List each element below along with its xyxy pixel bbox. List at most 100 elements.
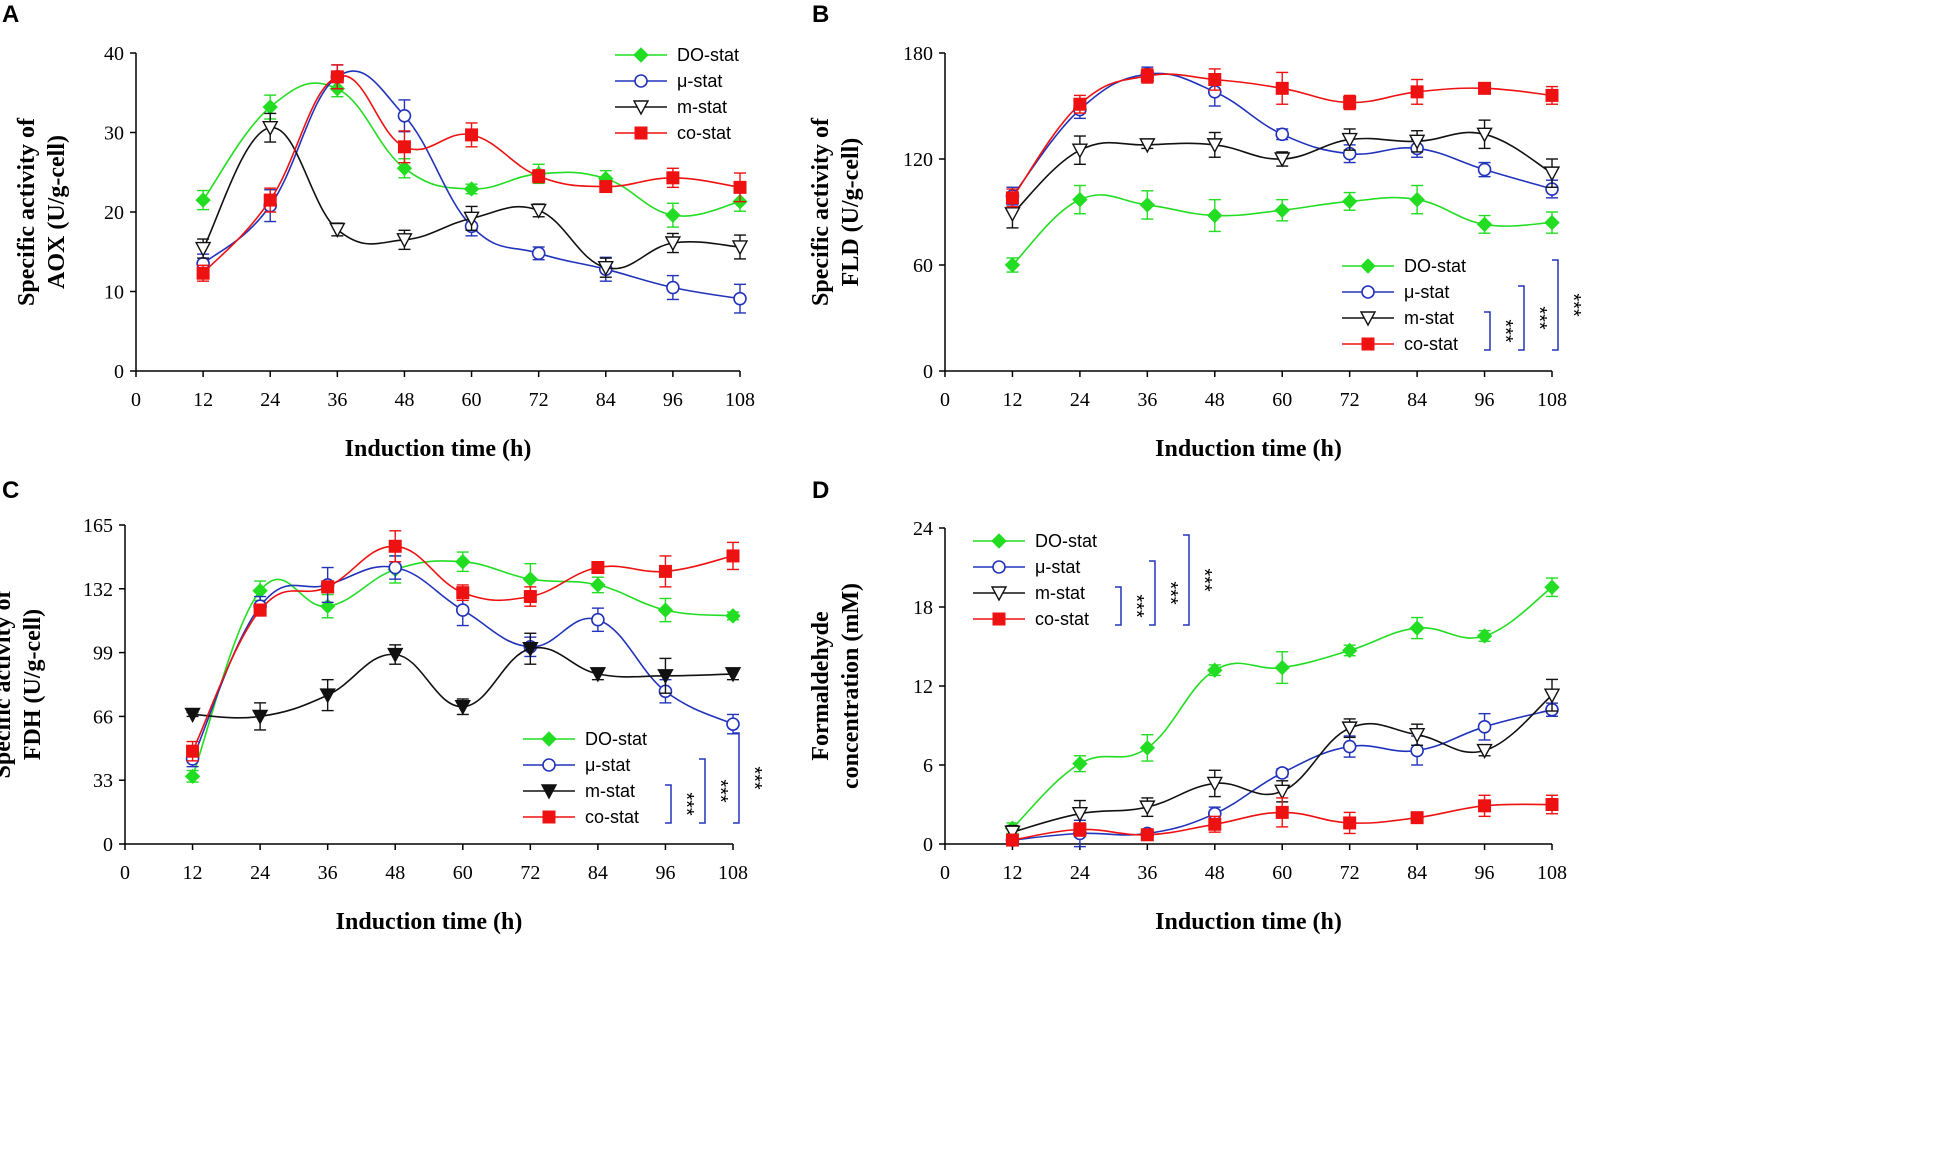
data-point — [1476, 628, 1493, 644]
x-tick-label: 12 — [1002, 862, 1022, 884]
data-point — [1071, 143, 1089, 159]
data-point — [321, 580, 335, 594]
significance-mark: *** — [1193, 568, 1215, 592]
data-point — [1343, 816, 1357, 830]
data-point — [253, 603, 267, 617]
data-point — [1139, 800, 1156, 816]
y-tick-label: 165 — [83, 515, 113, 537]
series-line — [202, 74, 741, 274]
data-point — [1005, 833, 1019, 847]
series-co-stat — [196, 64, 747, 282]
data-point — [263, 193, 277, 207]
x-tick-label: 0 — [120, 862, 130, 884]
data-point — [664, 236, 682, 252]
data-point — [1477, 162, 1492, 177]
legend-marker — [992, 612, 1006, 626]
panel-label: B — [812, 1, 829, 28]
x-tick-label: 60 — [453, 862, 473, 884]
data-point — [1206, 138, 1223, 154]
data-point — [1072, 755, 1088, 772]
data-point — [1274, 202, 1290, 218]
panel-D: D 0 6 12 18 24 0 12 24 36 48 60 72 84 96 108 Induction t… — [808, 477, 1567, 935]
y-tick-label: 6 — [923, 755, 933, 777]
y-axis-label-line-1: Specific activity of — [0, 590, 16, 779]
data-point — [1341, 132, 1358, 149]
y-tick-label: 33 — [93, 770, 113, 792]
legend-marker — [991, 533, 1007, 549]
legend-label: co-stat — [1035, 609, 1089, 629]
data-point — [591, 561, 605, 575]
data-point — [1545, 88, 1559, 102]
legend-label: μ-stat — [1404, 282, 1449, 302]
data-point — [1274, 659, 1290, 676]
data-point — [251, 709, 269, 725]
x-axis-label: Induction time (h) — [345, 436, 532, 462]
legend: DO-stat μ-stat m-stat co-stat — [1342, 256, 1466, 354]
data-point — [591, 612, 605, 627]
data-point — [463, 211, 480, 227]
x-tick-label: 36 — [1137, 389, 1157, 411]
data-point — [1343, 95, 1357, 109]
series-DO-stat — [195, 80, 748, 228]
data-point — [1140, 69, 1154, 83]
y-tick-label: 40 — [104, 43, 124, 65]
y-tick-label: 0 — [923, 834, 933, 856]
data-point — [1004, 207, 1021, 223]
data-point — [657, 669, 674, 685]
data-point — [1274, 784, 1291, 800]
data-point — [196, 266, 210, 280]
legend-marker — [1361, 285, 1375, 299]
data-point — [1545, 798, 1559, 811]
x-tick-label: 0 — [940, 862, 950, 884]
y-axis-label-line-2: AOX (U/g-cell) — [44, 135, 70, 289]
y-axis-label-line-1: Specific activity of — [14, 117, 40, 306]
data-point — [396, 160, 413, 176]
data-point — [388, 539, 402, 553]
x-tick-label: 12 — [193, 389, 213, 411]
y-tick-label: 24 — [913, 518, 933, 540]
series-line — [202, 126, 741, 270]
legend-marker — [634, 74, 648, 88]
x-tick-label: 36 — [1137, 862, 1157, 884]
data-point — [387, 647, 404, 664]
data-point — [726, 717, 740, 731]
x-tick-label: 60 — [1272, 389, 1292, 411]
data-point — [1543, 688, 1561, 704]
legend-label: co-stat — [585, 807, 639, 827]
series-DO-stat — [1004, 184, 1560, 273]
data-point — [186, 744, 200, 758]
significance-mark: *** — [1125, 594, 1147, 618]
legend-label: DO-stat — [1035, 531, 1097, 551]
data-point — [330, 70, 344, 84]
series-m-stat — [1004, 678, 1561, 841]
data-point — [597, 260, 614, 277]
bracket — [1183, 534, 1190, 626]
data-point — [397, 140, 411, 154]
data-point — [1140, 828, 1154, 842]
legend-label: m-stat — [1035, 583, 1085, 603]
legend-marker — [633, 47, 649, 63]
x-tick-label: 24 — [1070, 862, 1090, 884]
legend-label: μ-stat — [585, 755, 630, 775]
data-point — [1477, 720, 1492, 734]
data-point — [1410, 811, 1424, 825]
panel-B: B 0 60 120 180 0 12 24 36 48 60 72 84 96 108 Induction … — [808, 1, 1584, 462]
x-tick-label: 72 — [1340, 862, 1360, 884]
data-point — [1275, 81, 1289, 95]
data-point — [1476, 743, 1493, 759]
x-tick-label: 36 — [327, 389, 347, 411]
legend-label: m-stat — [1404, 308, 1454, 328]
x-tick-label: 108 — [1537, 389, 1567, 411]
bracket — [699, 758, 706, 824]
data-point — [319, 688, 336, 704]
series-line — [191, 545, 734, 752]
data-point — [532, 169, 546, 183]
data-point — [1275, 127, 1290, 142]
legend-label: co-stat — [677, 123, 731, 143]
y-axis-label-line-1: Formaldehyde — [808, 611, 834, 761]
legend-marker — [1360, 258, 1376, 274]
data-point — [397, 109, 412, 123]
data-point — [666, 171, 680, 185]
bracket — [1552, 259, 1559, 351]
